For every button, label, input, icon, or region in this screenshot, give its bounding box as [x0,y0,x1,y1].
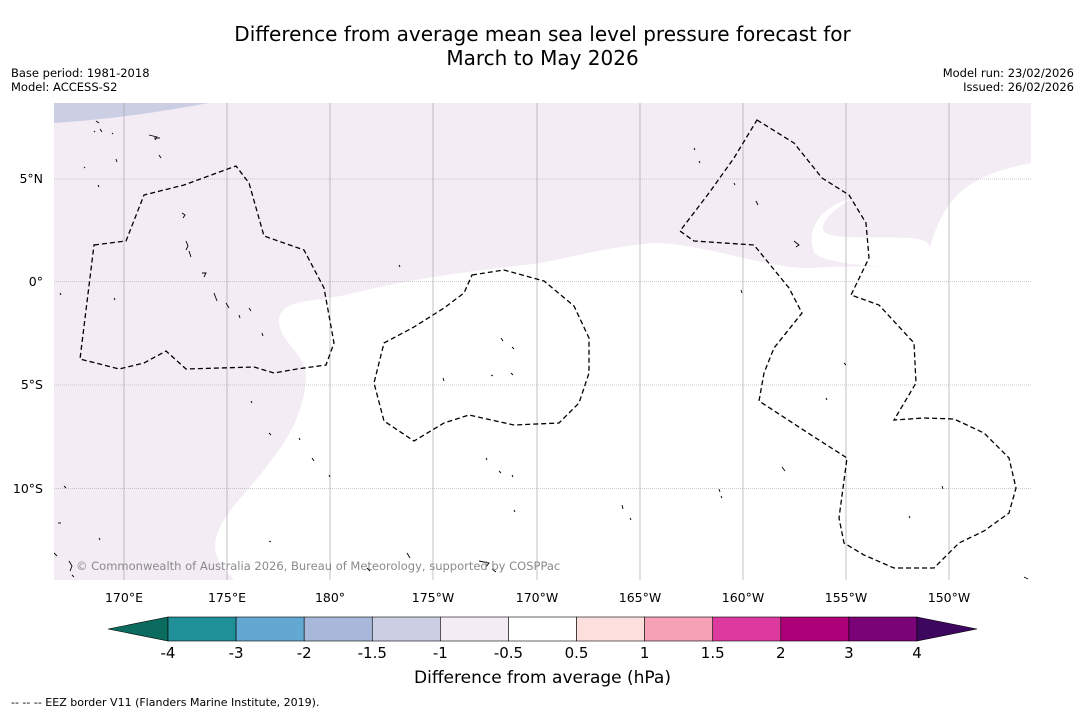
colorbar-tick-label: 4 [912,644,922,662]
map-title-line1: Difference from average mean sea level p… [234,22,851,46]
issued-date: Issued: 26/02/2026 [963,80,1074,94]
colorbar-bin [508,616,577,642]
lat-label-0: 0° [28,274,43,289]
lat-label-10s: 10°S [12,481,43,496]
colorbar-tick-label: -1.5 [357,644,387,662]
colorbar-tick-label: 1.5 [700,644,725,662]
colorbar-tick-label: -3 [228,644,244,662]
colorbar-bin [167,616,237,642]
lon-label-165w: 165°W [618,590,662,605]
colorbar-tick-label: 0.5 [564,644,589,662]
eez-borders [79,119,1017,569]
colorbar-tick-label: -2 [296,644,312,662]
colorbar-tick-label: -1 [432,644,448,662]
colorbar-low-extend [107,616,169,642]
lon-label-155w: 155°W [824,590,868,605]
colorbar-bin [780,616,850,642]
colorbar-tick-label: 2 [776,644,786,662]
map-panel: © Commonwealth of Australia 2026, Bureau… [54,103,1031,580]
lon-label-175e: 175°E [207,590,246,605]
colorbar-bin [644,616,714,642]
colorbar-bins [167,616,918,642]
islands [54,120,1029,580]
colorbar-title: Difference from average (hPa) [414,668,671,688]
colorbar-tick-label: 3 [844,644,854,662]
eez-phoenix [373,269,590,442]
colorbar-tick-label: -0.5 [493,644,524,662]
lon-label-150w: 150°W [927,590,971,605]
grid-lines [54,103,1031,580]
colorbar-bin [712,616,782,642]
lon-label-175w: 175°W [411,590,455,605]
colorbar-bin [848,616,918,642]
meta-left: Base period: 1981-2018 Model: ACCESS-S2 [11,66,150,94]
colorbar-tick-label: -4 [160,644,176,662]
eez-footnote: -- -- -- EEZ border V11 (Flanders Marine… [11,696,320,709]
eez-line-islands [679,119,1017,569]
eez-kiribati-gilbert [79,165,335,374]
map-svg [54,103,1031,580]
lon-label-170w: 170°W [515,590,559,605]
lon-label-170e: 170°E [104,590,143,605]
lat-label-5n: 5°N [19,171,43,186]
meta-right: Model run: 23/02/2026 Issued: 26/02/2026 [943,66,1074,94]
model-run: Model run: 23/02/2026 [942,66,1074,80]
map-title: Difference from average mean sea level p… [0,22,1085,70]
model-name: Model: ACCESS-S2 [11,80,118,94]
colorbar-bin [576,616,645,642]
copyright-notice: © Commonwealth of Australia 2026, Bureau… [76,559,561,573]
lat-label-5s: 5°S [20,377,43,392]
colorbar-bin [235,616,305,642]
colorbar-bin [303,616,373,642]
colorbar-tick-label: 1 [639,644,650,662]
colorbar-bin [440,616,509,642]
map-title-line2: March to May 2026 [446,46,639,70]
anomaly-region-minus-0-5 [54,103,1031,580]
colorbar-bin [371,616,441,642]
lon-label-160w: 160°W [721,590,765,605]
anomaly-region-minus-1 [54,103,209,123]
colorbar-high-extend [916,616,978,642]
anomaly-gap [811,198,931,266]
lon-label-180: 180° [314,590,346,605]
base-period: Base period: 1981-2018 [11,66,150,80]
